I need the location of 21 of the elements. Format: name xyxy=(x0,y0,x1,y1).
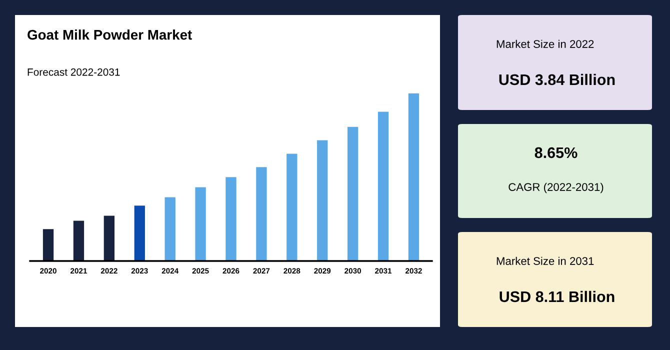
bar xyxy=(286,154,298,261)
bar xyxy=(317,140,328,261)
text: CAGR (2022-2031) xyxy=(508,182,604,194)
text: USD 3.84 Billion xyxy=(499,74,615,86)
bar xyxy=(256,167,267,261)
text: 8.65% xyxy=(534,147,578,158)
chart-title: Goat Milk Powder Market xyxy=(28,30,192,40)
text: Market Size in 2031 xyxy=(496,256,594,265)
text: USD 8.11 Billion xyxy=(500,290,614,302)
bar xyxy=(408,93,420,261)
text: Market Size in 2022 xyxy=(496,40,594,48)
bar xyxy=(164,197,176,261)
bar xyxy=(378,112,389,261)
bar xyxy=(104,216,115,261)
bar xyxy=(42,229,54,261)
bar xyxy=(134,206,145,261)
bar xyxy=(347,126,358,261)
chart-subtitle: Forecast 2022-2031 xyxy=(28,68,120,76)
bar xyxy=(195,187,206,261)
bar xyxy=(73,220,84,261)
bar xyxy=(226,177,236,261)
